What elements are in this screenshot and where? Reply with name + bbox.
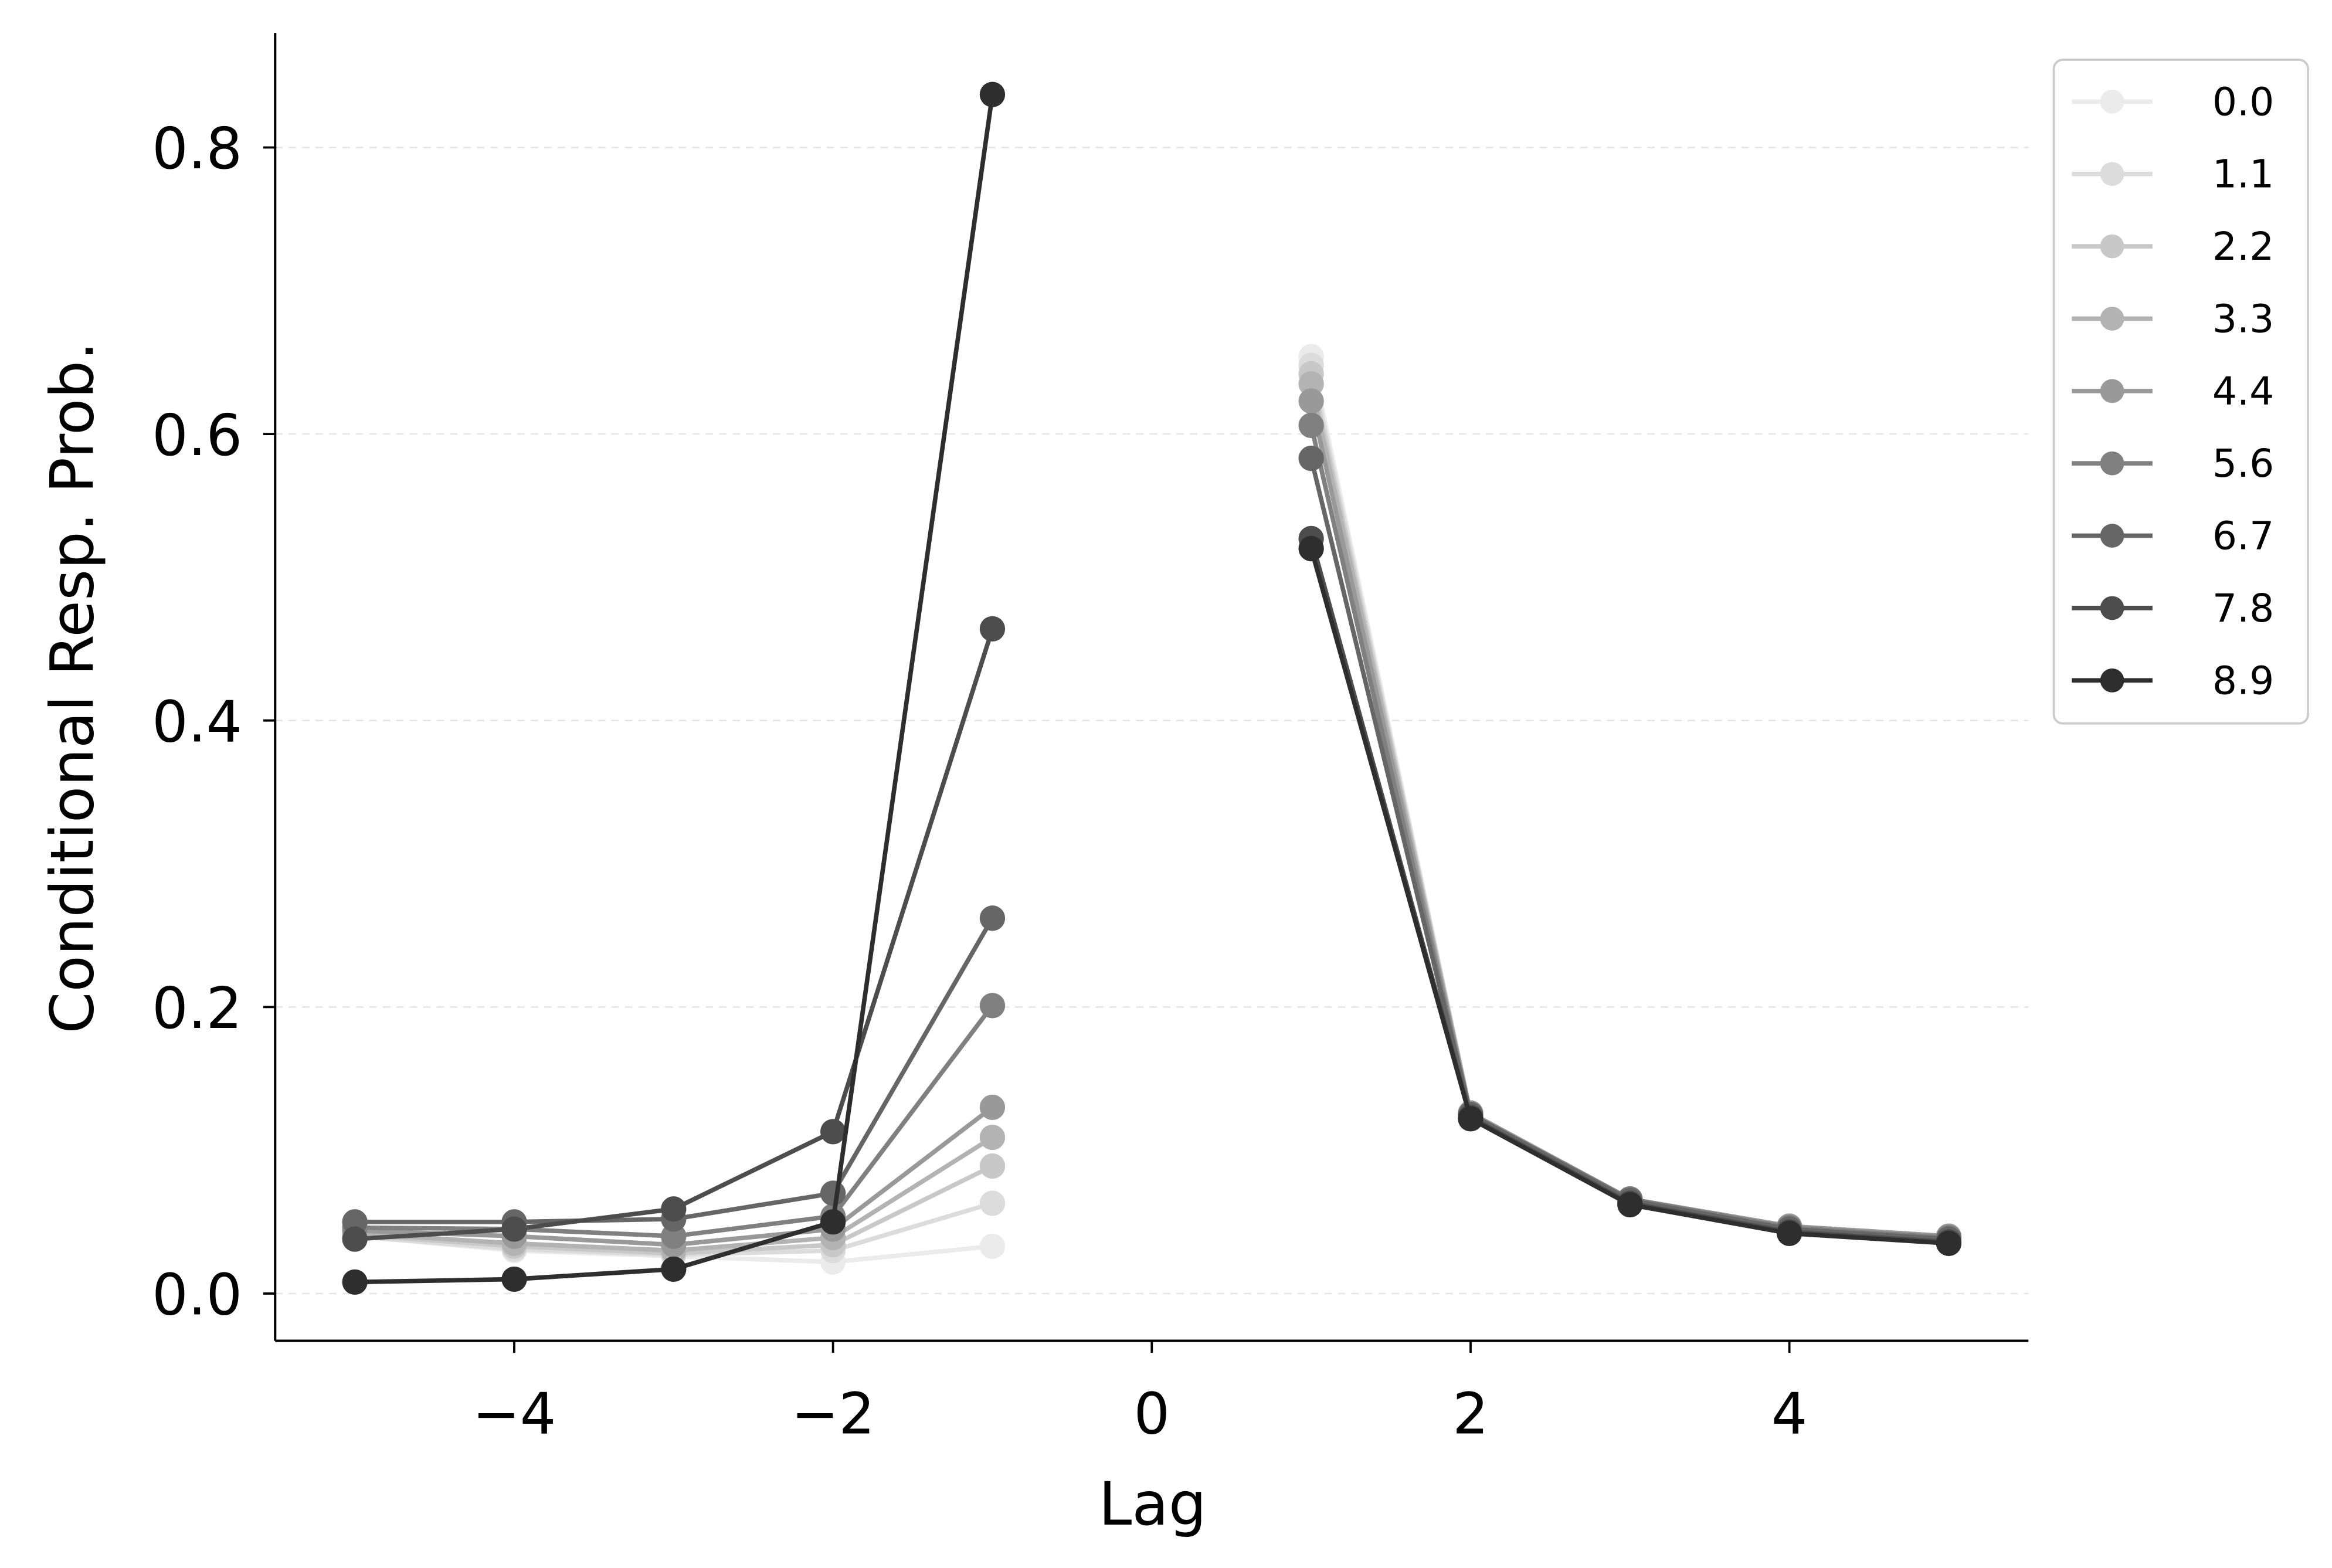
data-point [820,1209,846,1235]
series-7.8 [342,525,1962,1255]
legend: 0.0 1.1 2.2 3.3 4.4 5.6 6.7 7.8 8.9 [2052,59,2309,725]
legend-marker [2100,668,2124,693]
legend-label: 7.8 [2212,585,2274,631]
data-point [661,1196,687,1222]
data-point [1298,535,1324,562]
y-tick-label: 0.0 [152,1262,242,1328]
legend-frame [2052,59,2309,725]
x-tick-label: 2 [1452,1381,1489,1447]
series-line [355,94,995,1285]
legend-marker [2100,451,2124,476]
legend-label: 1.1 [2212,151,2274,197]
y-axis-label: Conditional Resp. Prob. [38,341,107,1033]
x-tick-label: 0 [1133,1381,1170,1447]
data-point [1936,1230,1962,1257]
y-tick-label: 0.8 [152,116,242,182]
series-0.0 [342,344,1962,1275]
data-point [501,1266,527,1292]
series-line [1309,356,1949,1239]
legend-item: 2.2 [2072,223,2274,269]
legend-item: 5.6 [2072,440,2274,486]
data-point [1298,445,1324,471]
data-point [1458,1106,1484,1132]
legend-item: 1.1 [2072,151,2274,197]
x-tick-label: −4 [473,1381,556,1447]
legend-marker [2100,307,2124,331]
data-point [1298,412,1324,439]
ticks: 0.0 0.2 0.4 0.6 0.8 −4 −2 0 2 4 [152,116,1807,1447]
legend-item: 8.9 [2072,657,2274,703]
data-point [342,1269,368,1295]
data-point [979,993,1006,1019]
x-tick-label: 4 [1771,1381,1808,1447]
data-point [979,1153,1006,1179]
series-8.9 [342,82,1962,1295]
legend-marker [2100,524,2124,548]
series-line [1309,548,1949,1246]
series-line [1309,401,1949,1239]
series-line [355,917,994,1224]
series-line [1309,457,1949,1241]
legend-label: 8.9 [2212,657,2274,703]
legend-item: 7.8 [2072,585,2274,631]
legend-label: 4.4 [2212,368,2274,414]
y-tick-label: 0.4 [152,688,242,755]
data-point [820,1119,846,1145]
data-point [979,905,1006,931]
series-2.2 [342,361,1962,1267]
legend-item: 4.4 [2072,368,2274,414]
series-5.6 [342,412,1962,1251]
legend-item: 3.3 [2072,296,2274,341]
legend-marker [2100,379,2124,403]
series-3.3 [342,371,1962,1264]
data-point [1617,1192,1643,1218]
series-layer [342,82,1962,1295]
data-point [820,1180,846,1206]
legend-label: 5.6 [2212,440,2274,486]
data-point [979,1124,1006,1150]
legend-label: 6.7 [2212,513,2274,559]
legend-marker [2100,596,2124,620]
legend-marker [2100,234,2124,259]
legend-marker [2100,162,2124,186]
data-point [979,1094,1006,1120]
legend-item: 0.0 [2072,79,2274,124]
data-point [979,1233,1006,1259]
data-point [979,82,1006,107]
legend-item: 6.7 [2072,513,2274,559]
x-axis-label: Lag [1099,1469,1207,1539]
y-tick-label: 0.2 [152,975,242,1041]
series-line [1309,425,1949,1240]
data-point [979,1190,1006,1216]
legend-label: 3.3 [2212,296,2274,341]
data-point [342,1226,368,1252]
series-1.1 [342,352,1962,1268]
data-point [979,616,1006,642]
grid [275,147,2029,1295]
data-point [501,1216,527,1242]
series-6.7 [342,445,1962,1252]
x-tick-label: −2 [791,1381,875,1447]
data-point [661,1256,687,1282]
legend-label: 0.0 [2212,79,2274,124]
series-4.4 [342,388,1962,1258]
data-point [1776,1220,1803,1246]
legend-marker [2100,89,2124,114]
y-tick-label: 0.6 [152,402,242,469]
legend-label: 2.2 [2212,223,2274,269]
data-point [1298,388,1324,414]
